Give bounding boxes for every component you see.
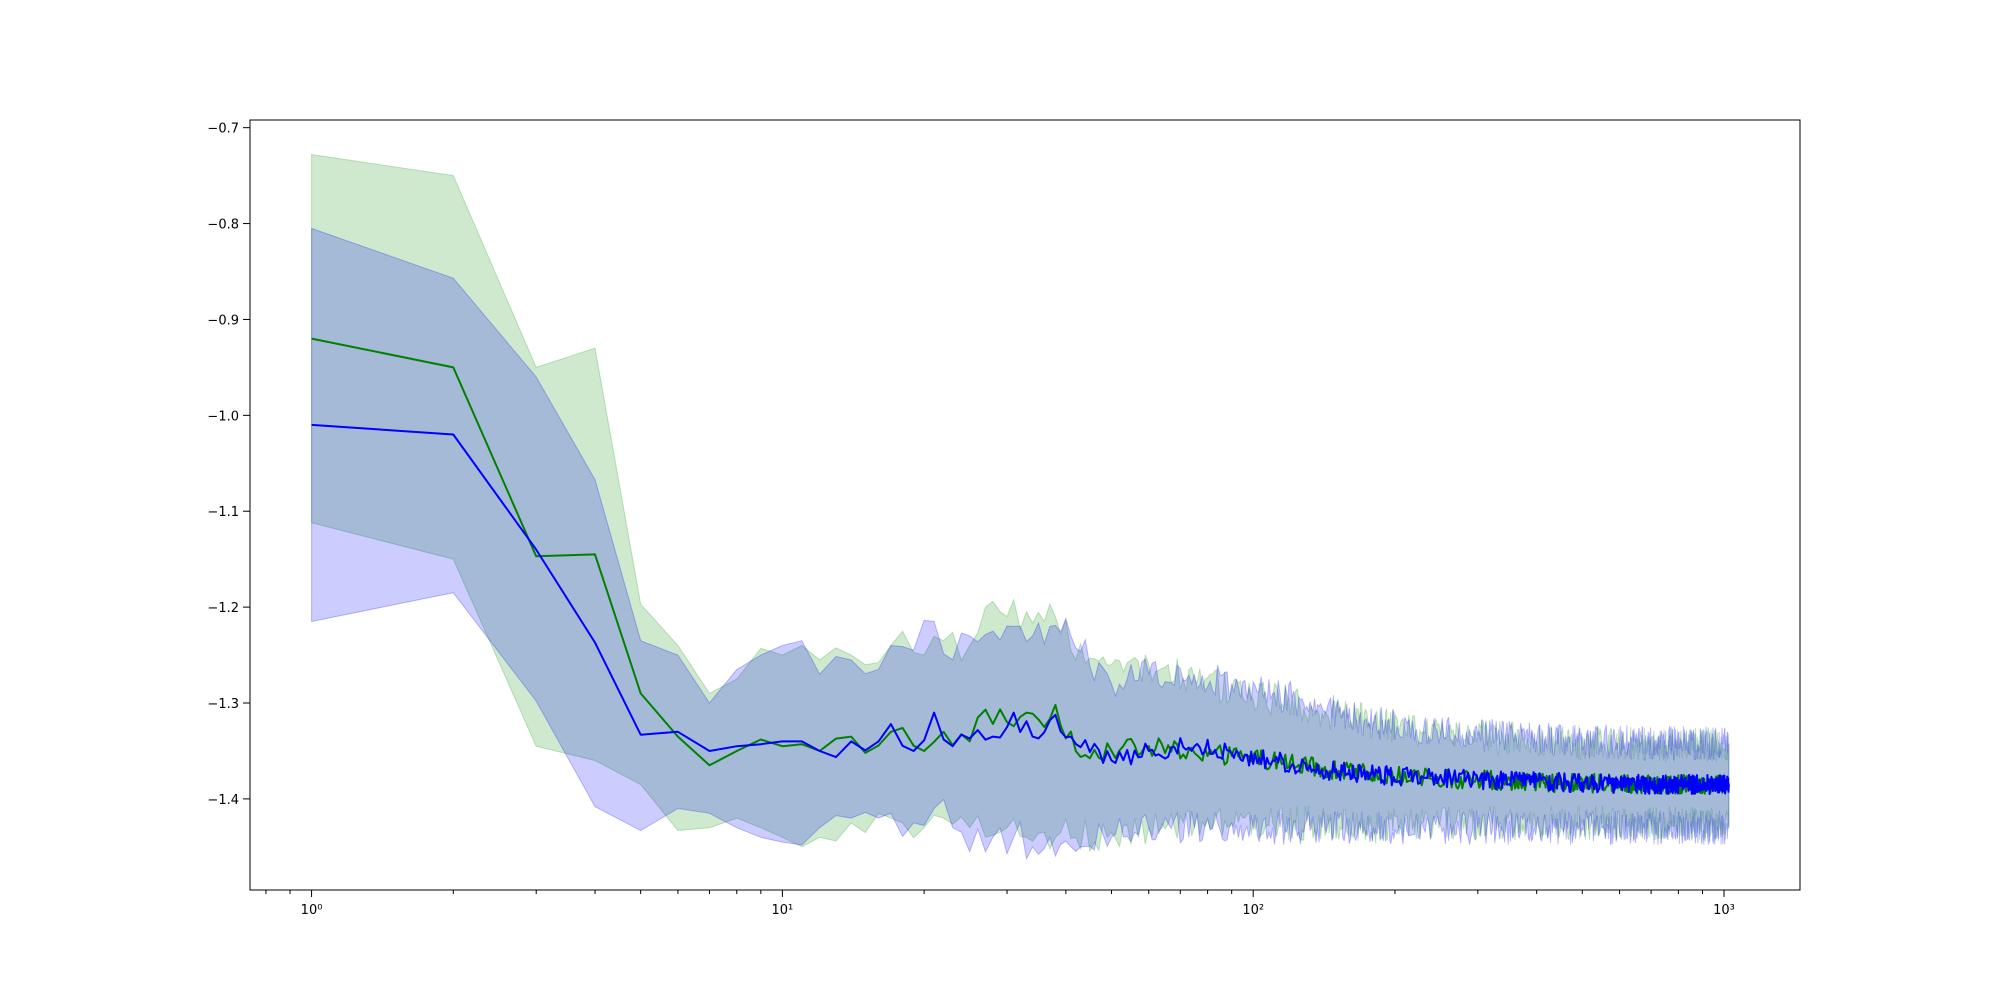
confidence-bands (311, 153, 1730, 861)
series-lines (311, 337, 1730, 796)
series-line-2 (311, 423, 1730, 796)
y-axis-ticks: −0.7 −0.8 −0.9 −1.0 −1.1 −1.2 −1.3 −1.4 (207, 122, 250, 808)
y-tick-label: −0.9 (207, 313, 239, 328)
y-tick-label: −1.4 (207, 793, 239, 808)
confidence-band-1 (311, 153, 1730, 854)
y-tick-label: −1.1 (207, 505, 239, 520)
x-axis-ticks: 10⁰ 10¹ 10² 10³ (265, 890, 1735, 918)
y-tick-label: −1.3 (207, 697, 239, 712)
y-tick-label: −0.7 (207, 122, 239, 137)
x-tick-label: 10² (1242, 903, 1264, 918)
y-tick-label: −1.0 (207, 409, 239, 424)
y-tick-label: −1.2 (207, 601, 239, 616)
y-tick-label: −0.8 (207, 218, 239, 233)
confidence-band-2 (311, 227, 1730, 861)
x-tick-label: 10⁰ (301, 903, 323, 918)
x-tick-label: 10³ (1713, 903, 1735, 918)
plot-frame (249, 119, 1801, 891)
x-tick-label: 10¹ (772, 903, 794, 918)
